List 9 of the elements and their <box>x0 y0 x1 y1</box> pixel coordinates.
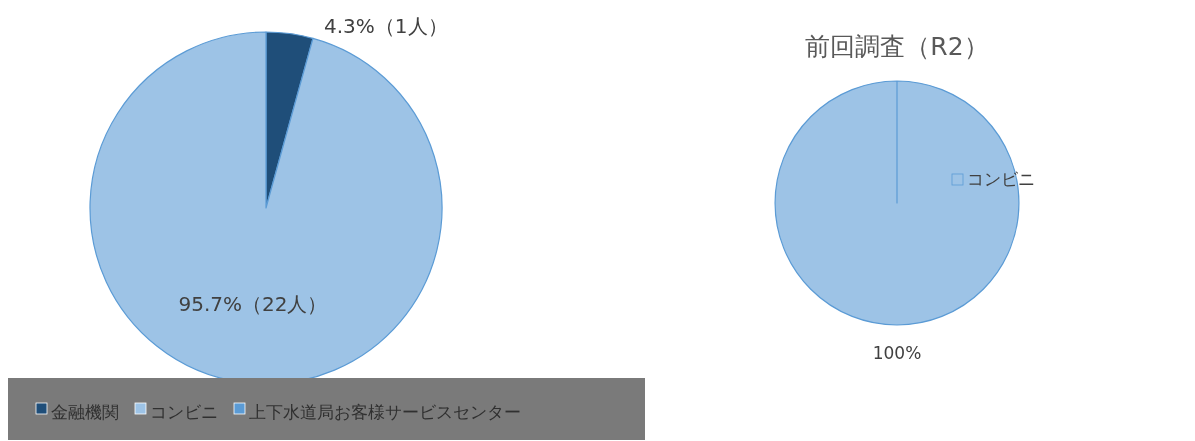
data-label: 100% <box>872 342 922 363</box>
legend-label: 金融機関 <box>51 402 119 422</box>
legend: コンビニ <box>951 169 1035 189</box>
legend-label: コンビニ <box>150 402 218 422</box>
legend-label: 上下水道局お客様サービスセンター <box>249 402 521 422</box>
chart-title: 前回調査（R2） <box>805 32 989 61</box>
data-label: 4.3%（1人） <box>324 14 448 38</box>
data-label: 95.7%（22人） <box>178 291 328 316</box>
legend-label: コンビニ <box>967 169 1035 189</box>
